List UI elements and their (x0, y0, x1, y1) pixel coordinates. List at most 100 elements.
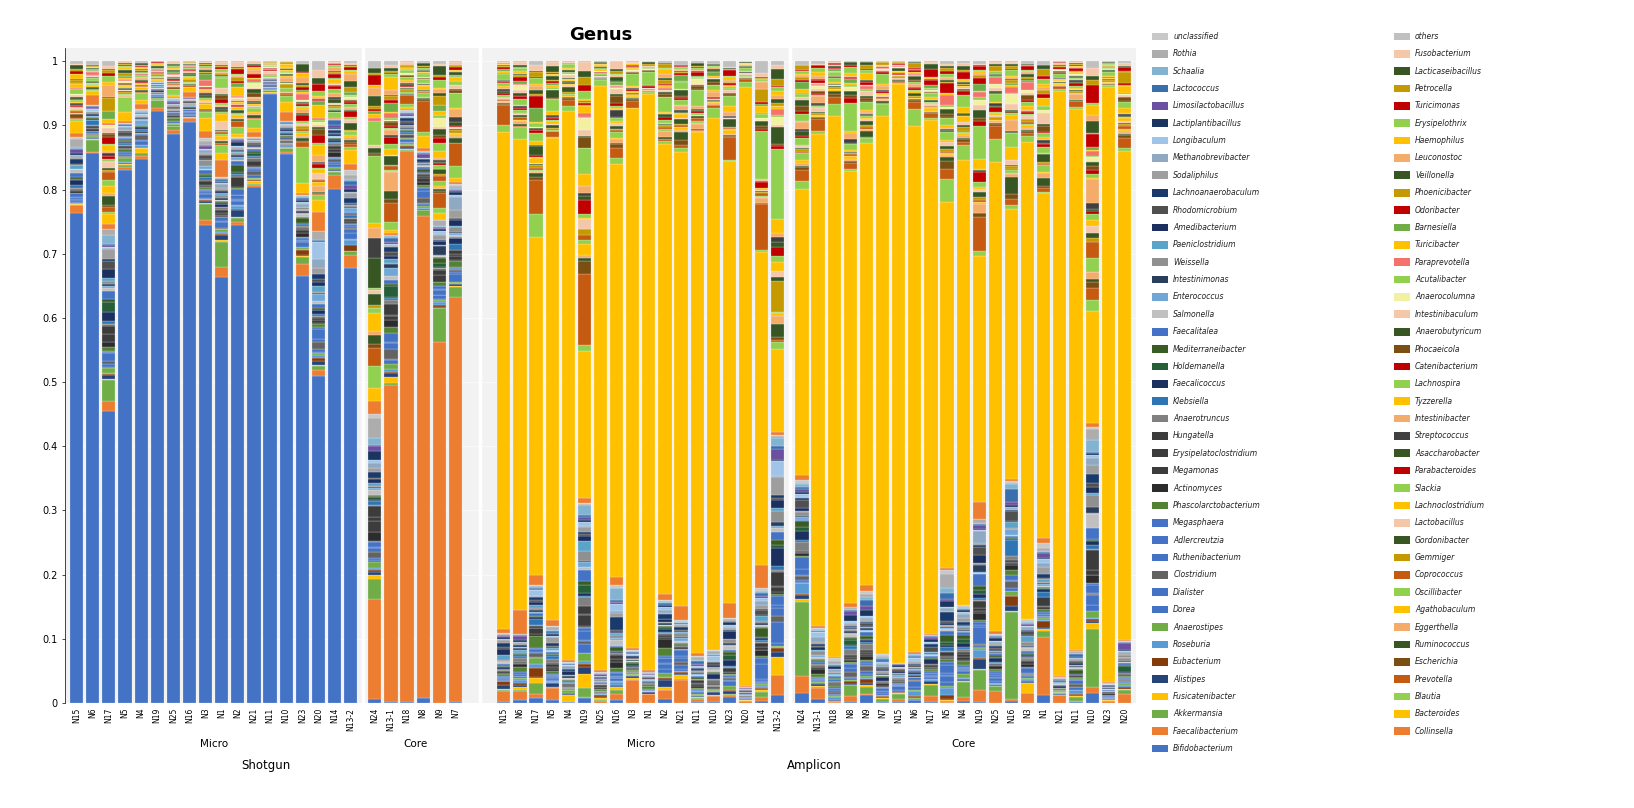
Bar (529, 637, 542, 649)
Bar (134, 78, 147, 80)
Bar (1054, 89, 1067, 91)
Bar (529, 145, 542, 146)
Bar (150, 79, 163, 81)
Bar (1005, 133, 1018, 147)
Bar (368, 106, 381, 109)
Bar (956, 63, 969, 66)
Bar (909, 109, 922, 126)
Text: Barnesiella: Barnesiella (1415, 223, 1458, 232)
Bar (972, 621, 985, 625)
Bar (417, 159, 430, 162)
Bar (859, 600, 873, 606)
Bar (892, 690, 905, 692)
Bar (103, 299, 116, 301)
Bar (989, 642, 1002, 644)
Bar (513, 680, 526, 684)
Bar (771, 695, 784, 703)
Bar (626, 61, 639, 62)
Bar (843, 103, 856, 132)
Bar (941, 663, 954, 665)
Bar (546, 66, 559, 72)
Bar (513, 671, 526, 674)
Bar (989, 93, 1002, 95)
Bar (546, 128, 559, 129)
Bar (659, 633, 672, 635)
Bar (941, 65, 954, 68)
Bar (755, 658, 768, 664)
Bar (1038, 537, 1051, 543)
Bar (279, 94, 292, 96)
Bar (199, 191, 212, 193)
Bar (247, 93, 260, 97)
Bar (546, 650, 559, 651)
Bar (70, 107, 83, 108)
Bar (771, 528, 784, 532)
Bar (796, 82, 809, 89)
Bar (609, 682, 623, 685)
Bar (941, 93, 954, 95)
Bar (1085, 611, 1098, 618)
Bar (708, 685, 721, 686)
Bar (497, 670, 510, 671)
Bar (609, 133, 623, 137)
Bar (659, 600, 672, 601)
Bar (199, 101, 212, 103)
Bar (722, 116, 735, 117)
Bar (812, 659, 825, 661)
Bar (722, 80, 735, 82)
Bar (941, 675, 954, 676)
Bar (1085, 428, 1098, 440)
Bar (384, 317, 397, 320)
Bar (1038, 551, 1051, 553)
Bar (328, 90, 342, 93)
Bar (400, 146, 413, 148)
Bar (134, 153, 147, 156)
Bar (384, 144, 397, 149)
Bar (876, 101, 889, 103)
Bar (1085, 495, 1098, 507)
Bar (199, 74, 212, 80)
Bar (812, 76, 825, 79)
Bar (513, 77, 526, 82)
Bar (449, 244, 462, 250)
Text: Schaalia: Schaalia (1173, 66, 1206, 76)
Bar (384, 191, 397, 200)
Bar (529, 122, 542, 123)
Bar (199, 175, 212, 177)
Bar (941, 107, 954, 109)
Bar (593, 673, 608, 674)
Bar (796, 517, 809, 520)
Bar (876, 86, 889, 90)
Bar (134, 61, 147, 63)
Bar (626, 87, 639, 88)
Bar (755, 680, 768, 681)
Bar (183, 116, 196, 117)
Bar (972, 519, 985, 524)
Bar (755, 684, 768, 685)
Bar (400, 77, 413, 80)
Bar (892, 701, 905, 703)
Bar (529, 172, 542, 174)
Bar (232, 206, 245, 209)
Bar (972, 669, 985, 671)
Bar (562, 65, 575, 68)
Bar (659, 602, 672, 603)
Bar (755, 131, 768, 179)
Bar (134, 63, 147, 65)
Bar (232, 139, 245, 141)
Bar (216, 200, 229, 201)
Bar (328, 99, 342, 103)
Bar (642, 86, 655, 88)
Bar (578, 351, 592, 499)
Bar (593, 679, 608, 681)
Bar (1038, 140, 1051, 142)
Bar (546, 671, 559, 675)
Bar (722, 668, 735, 672)
Bar (1069, 102, 1083, 107)
Text: Anaerobutyricum: Anaerobutyricum (1415, 327, 1482, 336)
Bar (1005, 510, 1018, 511)
Bar (1054, 694, 1067, 695)
Bar (956, 679, 969, 680)
Bar (578, 174, 592, 187)
Bar (593, 86, 608, 670)
